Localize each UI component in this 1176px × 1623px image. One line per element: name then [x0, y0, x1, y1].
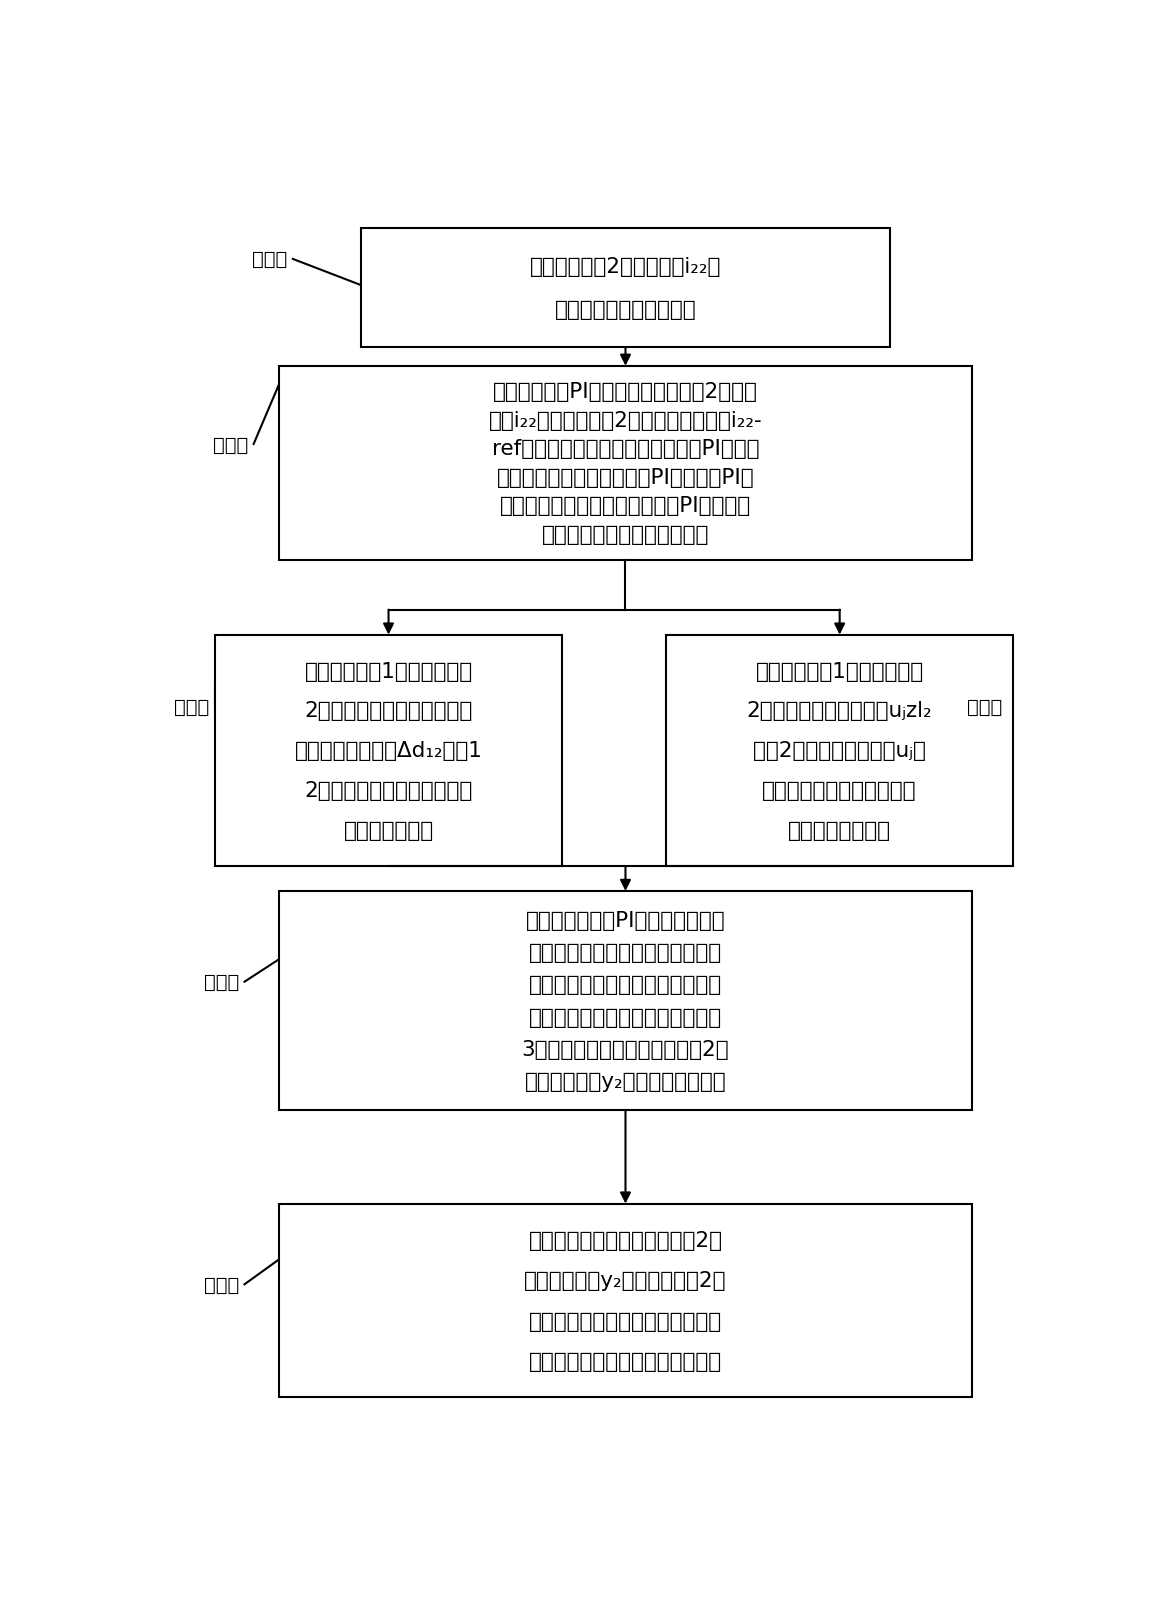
FancyBboxPatch shape — [361, 229, 890, 347]
Text: 矢量的修正值y₂，然后执行步骤六: 矢量的修正值y₂，然后执行步骤六 — [524, 1071, 727, 1091]
Text: 法对该输入信号进行调节，获得PI调节值，: 法对该输入信号进行调节，获得PI调节值， — [500, 497, 751, 516]
Text: 将第一逆变器1和第二逆变器: 将第一逆变器1和第二逆变器 — [305, 661, 473, 682]
Text: ref做差，并将该差值作为零序电流PI控制器: ref做差，并将该差值作为零序电流PI控制器 — [492, 440, 760, 459]
Text: 2的空间矢量脉宽调制的非零: 2的空间矢量脉宽调制的非零 — [305, 701, 473, 721]
Text: 利用步骤五获得的第二逆变器2零: 利用步骤五获得的第二逆变器2零 — [528, 1230, 722, 1250]
FancyBboxPatch shape — [279, 1204, 971, 1397]
FancyBboxPatch shape — [667, 635, 1013, 867]
Text: 矢量的修正值y₂对第二逆变器2的: 矢量的修正值y₂对第二逆变器2的 — [524, 1271, 727, 1290]
Text: 2的电感零序电压的差值uⱼzl₂: 2的电感零序电压的差值uⱼzl₂ — [747, 701, 933, 721]
Text: 空间矢量脉宽调制中零矢量的分配: 空间矢量脉宽调制中零矢量的分配 — [529, 1311, 722, 1331]
Text: 2，获得非零矢量的调节量，: 2，获得非零矢量的调节量， — [305, 781, 473, 800]
Text: ，然后执行步骤五: ，然后执行步骤五 — [788, 821, 891, 841]
Text: 四获得的电感零序电压的调节量作: 四获得的电感零序电压的调节量作 — [529, 975, 722, 995]
Text: 然后执行步骤五: 然后执行步骤五 — [343, 821, 434, 841]
Text: 利用零序电流PI控制器对第二逆变器2的零序: 利用零序电流PI控制器对第二逆变器2的零序 — [493, 383, 757, 403]
Text: 电流i₂₂和第二逆变器2的零序电流给定值i₂₂-: 电流i₂₂和第二逆变器2的零序电流给定值i₂₂- — [489, 411, 762, 430]
Text: 行采样，然后执行步骤二: 行采样，然后执行步骤二 — [555, 300, 696, 320]
FancyBboxPatch shape — [279, 367, 971, 560]
Text: 步骤二: 步骤二 — [213, 435, 248, 454]
Text: 对第二逆变器2的零序电流i₂₂进: 对第二逆变器2的零序电流i₂₂进 — [530, 258, 721, 278]
Text: 然后同时执行步骤三和步骤四: 然后同时执行步骤三和步骤四 — [542, 524, 709, 545]
Text: 获得的非零矢量的调节量以及步骤: 获得的非零矢量的调节量以及步骤 — [529, 943, 722, 962]
Text: 步骤四: 步骤四 — [967, 698, 1002, 717]
Text: 除以2倍的直流母线电压uⱼ⁣，: 除以2倍的直流母线电压uⱼ⁣， — [753, 740, 927, 761]
Text: 差，获得的差值由零序环流控制器: 差，获得的差值由零序环流控制器 — [529, 1006, 722, 1027]
Text: 将第一逆变器1和第二逆变器: 将第一逆变器1和第二逆变器 — [756, 661, 923, 682]
Text: 获得电感零序电压的调节量: 获得电感零序电压的调节量 — [762, 781, 917, 800]
Text: 步骤三: 步骤三 — [174, 698, 209, 717]
Text: 步骤五: 步骤五 — [203, 972, 239, 992]
Text: 3输出，该差值作为第二逆变器2零: 3输出，该差值作为第二逆变器2零 — [522, 1039, 729, 1060]
Text: 将步骤二获得的PI调节值与步骤三: 将步骤二获得的PI调节值与步骤三 — [526, 911, 726, 930]
Text: 步骤一: 步骤一 — [252, 250, 287, 269]
FancyBboxPatch shape — [279, 891, 971, 1110]
Text: 的输入信号，利用零序电流PI控制器的PI算: 的输入信号，利用零序电流PI控制器的PI算 — [496, 467, 754, 487]
Text: 进行实时调节，完成对环流的抑制: 进行实时调节，完成对环流的抑制 — [529, 1352, 722, 1371]
Text: 步骤六: 步骤六 — [203, 1276, 239, 1294]
Text: 矢量占空比的差值Δd₁₂除以1: 矢量占空比的差值Δd₁₂除以1 — [294, 740, 482, 761]
FancyBboxPatch shape — [215, 635, 562, 867]
